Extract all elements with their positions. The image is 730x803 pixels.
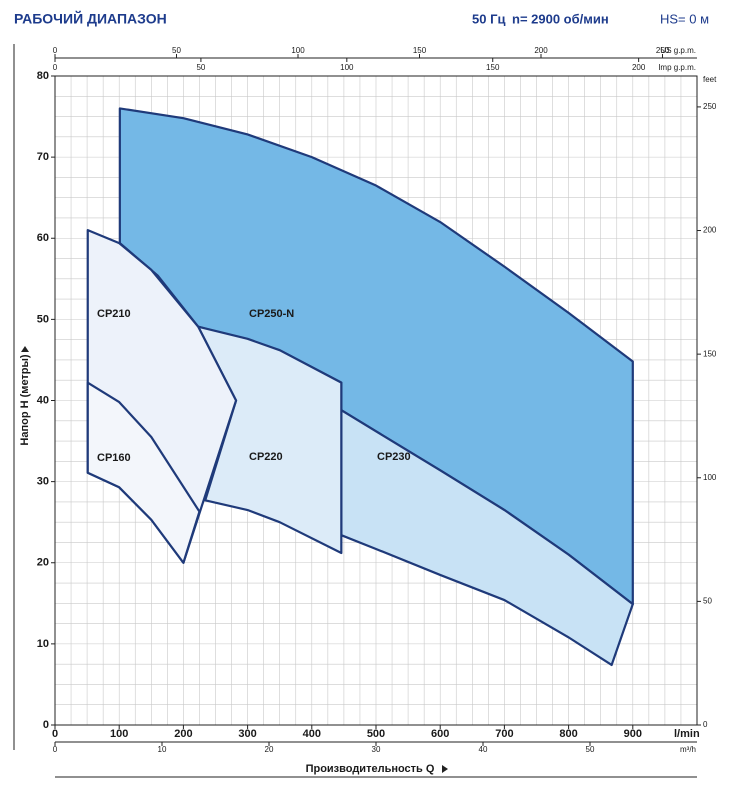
axis-tick-label: 150 [486, 63, 500, 72]
series-label: CP160 [97, 452, 131, 464]
range-area [340, 409, 634, 667]
chart-title: РАБОЧИЙ ДИАПАЗОН [14, 10, 167, 27]
y-tick-label: 60 [37, 232, 49, 244]
axis-tick-label: 100 [340, 63, 354, 72]
y-tick-label: 20 [37, 557, 49, 569]
axis-tick-label: 50 [172, 46, 181, 55]
series-label: CP250-N [249, 308, 294, 320]
axis-unit: US g.p.m. [660, 46, 696, 55]
x-tick-label: 0 [52, 728, 58, 740]
axis-tick-label: 0 [703, 720, 708, 729]
x-tick-label: 600 [431, 728, 449, 740]
axis-tick-label: 30 [372, 745, 381, 754]
axis-tick-label: 150 [703, 349, 717, 358]
x-tick-label: 800 [559, 728, 577, 740]
axis-tick-label: 200 [632, 63, 646, 72]
subtitle: HS= 0 м [660, 11, 709, 26]
x-axis-label: Производительность Q [306, 763, 435, 775]
series-label: CP220 [249, 451, 283, 463]
axis-tick-label: 50 [196, 63, 205, 72]
arrow [21, 346, 29, 352]
axis-tick-label: 40 [479, 745, 488, 754]
x-unit: l/min [674, 728, 700, 740]
axis-tick-label: 250 [703, 102, 717, 111]
y-tick-label: 10 [37, 638, 49, 650]
x-tick-label: 500 [367, 728, 385, 740]
axis-tick-label: 0 [53, 46, 58, 55]
x-tick-label: 100 [110, 728, 128, 740]
axis-tick-label: 100 [291, 46, 305, 55]
y-tick-label: 0 [43, 719, 49, 731]
axis-unit: Imp g.p.m. [658, 63, 696, 72]
x-tick-label: 300 [238, 728, 256, 740]
axis-tick-label: 200 [534, 46, 548, 55]
axis-tick-label: 0 [53, 63, 58, 72]
axis-tick-label: 200 [703, 226, 717, 235]
y-tick-label: 50 [37, 313, 49, 325]
series-label: CP230 [377, 451, 411, 463]
axis-tick-label: 100 [703, 473, 717, 482]
x-tick-label: 400 [303, 728, 321, 740]
axis-unit: feet [703, 75, 717, 84]
subtitle: n= 2900 об/мин [512, 11, 609, 26]
x-tick-label: 200 [174, 728, 192, 740]
axis-tick-label: 50 [703, 596, 712, 605]
y-tick-label: 40 [37, 394, 49, 406]
axis-tick-label: 50 [586, 745, 595, 754]
y-tick-label: 70 [37, 151, 49, 163]
axis-tick-label: 10 [158, 745, 167, 754]
x-tick-label: 900 [624, 728, 642, 740]
axis-tick-label: 20 [265, 745, 274, 754]
subtitle: 50 Гц [472, 11, 505, 26]
range-area [86, 381, 201, 564]
y-tick-label: 80 [37, 70, 49, 82]
axis-tick-label: 0 [53, 745, 58, 754]
y-tick-label: 30 [37, 476, 49, 488]
y-axis-label: Напор H (метры) [19, 354, 31, 445]
axis-unit: m³/h [680, 745, 696, 754]
arrow [442, 765, 448, 773]
axis-tick-label: 150 [413, 46, 427, 55]
series-label: CP210 [97, 308, 131, 320]
axis-tick-label: 250 [656, 46, 670, 55]
x-tick-label: 700 [495, 728, 513, 740]
